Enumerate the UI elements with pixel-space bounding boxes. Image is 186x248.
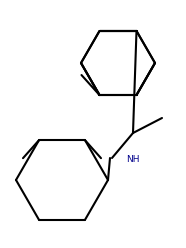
Text: NH: NH <box>126 155 140 163</box>
